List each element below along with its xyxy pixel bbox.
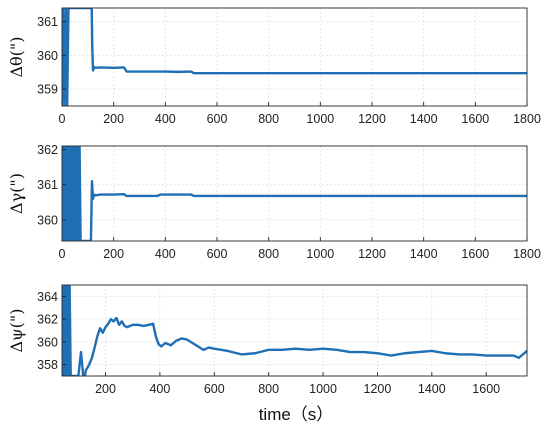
- x-tick-label: 1600: [461, 112, 489, 126]
- x-tick-label: 800: [258, 112, 279, 126]
- x-tick-label: 400: [155, 112, 176, 126]
- x-tick-label: 1200: [358, 112, 386, 126]
- y-tick-label: 360: [37, 335, 58, 349]
- x-tick-label: 1200: [364, 382, 392, 396]
- y-axis-label: Δγ("): [7, 173, 26, 214]
- series-line-0: [62, 285, 527, 376]
- x-tick-label: 400: [155, 247, 176, 261]
- x-tick-label: 0: [59, 247, 66, 261]
- x-tick-label: 1400: [410, 247, 438, 261]
- y-tick-label: 361: [37, 178, 58, 192]
- x-tick-label: 1600: [461, 247, 489, 261]
- x-tick-label: 800: [258, 382, 279, 396]
- x-tick-label: 800: [258, 247, 279, 261]
- y-tick-label: 361: [37, 15, 58, 29]
- x-tick-label: 600: [204, 382, 225, 396]
- plot-area: [62, 285, 527, 376]
- x-tick-label: 400: [149, 382, 170, 396]
- y-axis-label: Δψ("): [7, 309, 26, 353]
- panel-psi: 200 400 600 800 1000 1200 1400 1600 358 360 362 364…: [7, 284, 528, 396]
- axes-frame: [61, 145, 528, 242]
- x-tick-label: 1600: [472, 382, 500, 396]
- panel-theta: 0 200 400 600 800 1000 1200 1400 1600 1800 359 360 3…: [7, 7, 541, 126]
- plot-area: [62, 8, 527, 106]
- series-line-0: [62, 8, 527, 106]
- x-tick-label: 0: [59, 112, 66, 126]
- y-axis-label: Δθ("): [7, 36, 26, 77]
- y-tick-label: 358: [37, 358, 58, 372]
- axes-frame: [61, 284, 528, 377]
- x-tick-label: 200: [103, 247, 124, 261]
- y-tick-label: 362: [37, 143, 58, 157]
- x-tick-label: 200: [103, 112, 124, 126]
- x-tick-label: 600: [207, 112, 228, 126]
- y-tick-label: 364: [37, 290, 58, 304]
- y-tick-label: 359: [37, 83, 58, 97]
- x-tick-label: 1000: [306, 247, 334, 261]
- y-tick-label: 360: [37, 213, 58, 227]
- x-axis-label: time（s）: [259, 405, 334, 424]
- y-tick-label: 362: [37, 313, 58, 327]
- plot-area: [62, 146, 527, 241]
- x-tick-label: 600: [207, 247, 228, 261]
- x-tick-label: 1800: [513, 112, 541, 126]
- x-tick-label: 1000: [309, 382, 337, 396]
- x-tick-label: 1800: [513, 247, 541, 261]
- x-tick-label: 1400: [418, 382, 446, 396]
- x-tick-label: 200: [95, 382, 116, 396]
- x-tick-label: 1000: [306, 112, 334, 126]
- x-tick-label: 1400: [410, 112, 438, 126]
- panel-gamma: 0 200 400 600 800 1000 1200 1400 1600 1800 360 361 3…: [7, 143, 541, 261]
- axes-frame: [61, 7, 528, 107]
- series-line-0: [62, 146, 527, 241]
- x-tick-label: 1200: [358, 247, 386, 261]
- y-tick-label: 360: [37, 49, 58, 63]
